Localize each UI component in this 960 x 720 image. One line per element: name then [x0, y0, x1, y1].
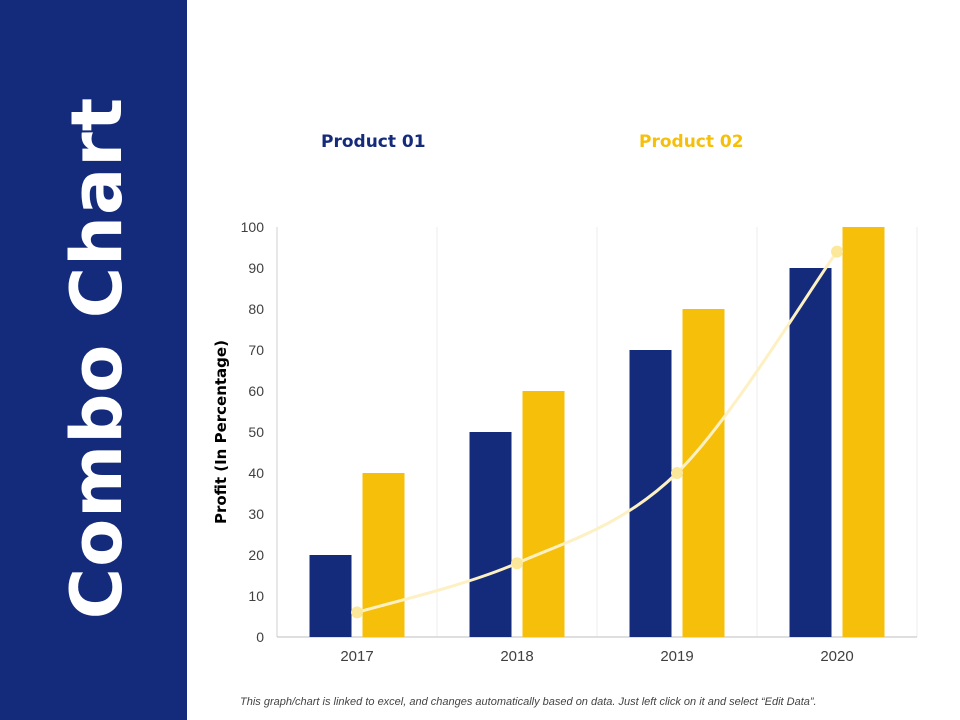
y-axis-label: Profit (In Percentage)	[212, 340, 230, 524]
y-tick-label: 20	[248, 547, 264, 563]
legend-product-02: Product 02	[639, 132, 744, 152]
y-tick-label: 30	[248, 506, 264, 522]
legend-product-01: Product 01	[321, 132, 426, 152]
y-tick-label: 0	[256, 629, 264, 645]
trend-marker	[511, 557, 523, 570]
bar-product-01	[469, 432, 512, 637]
bar-product-02	[842, 227, 885, 637]
trend-marker	[831, 245, 843, 258]
trend-marker	[671, 467, 683, 479]
bar-product-01	[629, 350, 672, 637]
bar-product-02	[362, 473, 405, 637]
y-tick-label: 70	[248, 342, 264, 358]
side-panel: Combo Chart	[0, 0, 187, 720]
bar-product-02	[682, 309, 725, 637]
y-tick-label: 60	[248, 383, 264, 399]
trend-marker	[351, 606, 363, 619]
y-tick-label: 50	[248, 424, 264, 440]
bar-product-01	[789, 268, 832, 637]
combo-chart: 0 10 20 30 40 50 60 70 80 90 100 Profit (In Percent…	[212, 219, 918, 665]
footnote: This graph/chart is linked to excel, and…	[240, 696, 817, 708]
x-tick-label: 2017	[340, 648, 373, 665]
y-tick-label: 90	[248, 260, 264, 276]
x-tick-label: 2020	[820, 648, 853, 665]
bar-product-02	[522, 391, 565, 637]
y-tick-label: 40	[248, 465, 264, 481]
x-tick-label: 2018	[500, 648, 533, 665]
bar-product-01	[309, 555, 352, 637]
y-tick-label: 80	[248, 301, 264, 317]
trend-line	[356, 250, 839, 614]
y-tick-label: 100	[241, 219, 265, 235]
x-tick-label: 2019	[660, 648, 693, 665]
y-tick-label: 10	[248, 588, 264, 604]
